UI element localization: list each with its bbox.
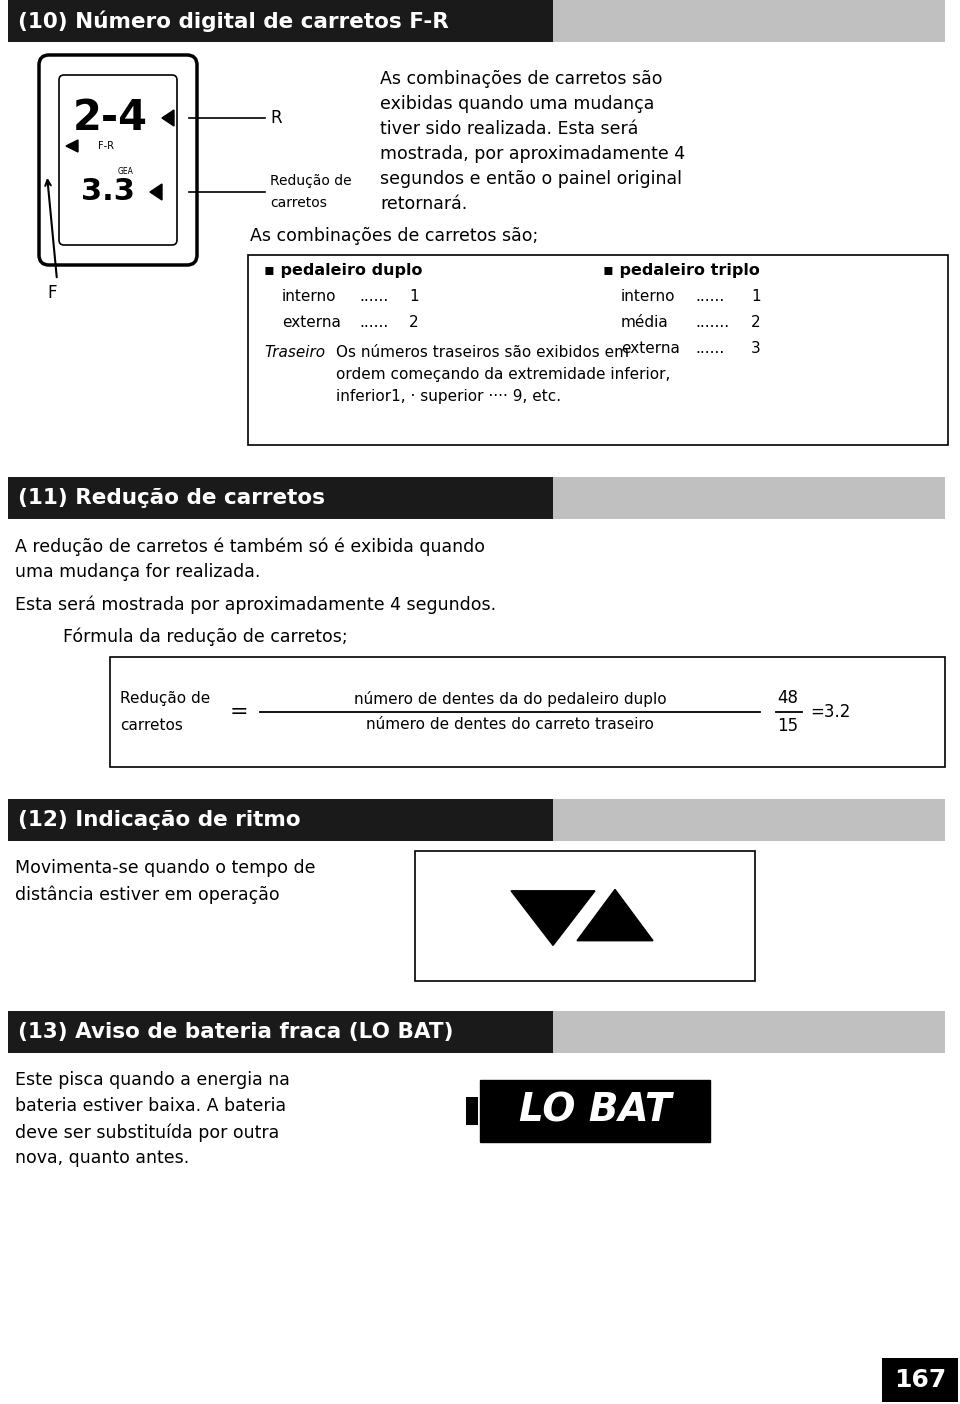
Text: 3.3: 3.3 — [81, 177, 135, 206]
Text: segundos e então o painel original: segundos e então o painel original — [380, 170, 682, 188]
Text: =3.2: =3.2 — [810, 703, 851, 722]
Text: Traseiro: Traseiro — [264, 345, 325, 359]
Text: Esta será mostrada por aproximadamente 4 segundos.: Esta será mostrada por aproximadamente 4… — [15, 595, 496, 614]
Text: A redução de carretos é também só é exibida quando: A redução de carretos é também só é exib… — [15, 536, 485, 556]
Text: ▪ pedaleiro triplo: ▪ pedaleiro triplo — [603, 263, 760, 278]
Text: externa: externa — [282, 314, 341, 330]
Text: interno: interno — [282, 289, 337, 305]
Text: ......: ...... — [359, 289, 388, 305]
Bar — [8, 477, 553, 519]
Text: 48: 48 — [778, 689, 799, 708]
Bar — [8, 799, 553, 841]
Text: 1: 1 — [751, 289, 760, 305]
Bar — [882, 1358, 958, 1403]
Text: ......: ...... — [359, 314, 388, 330]
Text: inferior1, · superior ···· 9, etc.: inferior1, · superior ···· 9, etc. — [336, 389, 562, 404]
Text: GEA: GEA — [118, 167, 134, 177]
Text: nova, quanto antes.: nova, quanto antes. — [15, 1148, 189, 1167]
Text: 1: 1 — [409, 289, 419, 305]
Text: 167: 167 — [894, 1367, 947, 1391]
Bar — [8, 1011, 553, 1053]
Text: ordem começando da extremidade inferior,: ordem começando da extremidade inferior, — [336, 366, 670, 382]
Text: ......: ...... — [695, 341, 724, 357]
Text: 2-4: 2-4 — [73, 97, 148, 139]
Text: número de dentes da do pedaleiro duplo: número de dentes da do pedaleiro duplo — [353, 691, 666, 708]
Bar — [553, 0, 945, 42]
Bar — [415, 851, 755, 981]
Text: tiver sido realizada. Esta será: tiver sido realizada. Esta será — [380, 119, 638, 138]
Polygon shape — [162, 110, 174, 126]
Bar — [480, 1080, 710, 1141]
Polygon shape — [150, 184, 162, 199]
Text: (10) Número digital de carretos F-R: (10) Número digital de carretos F-R — [18, 10, 448, 32]
Text: (13) Aviso de bateria fraca (LO BAT): (13) Aviso de bateria fraca (LO BAT) — [18, 1022, 453, 1042]
Text: ......: ...... — [695, 289, 724, 305]
Text: número de dentes do carreto traseiro: número de dentes do carreto traseiro — [366, 717, 654, 731]
Text: R: R — [270, 110, 281, 126]
Text: interno: interno — [621, 289, 676, 305]
Text: uma mudança for realizada.: uma mudança for realizada. — [15, 563, 260, 581]
Text: Fórmula da redução de carretos;: Fórmula da redução de carretos; — [52, 628, 348, 646]
Text: LO BAT: LO BAT — [518, 1092, 671, 1130]
Text: Os números traseiros são exibidos em: Os números traseiros são exibidos em — [336, 345, 629, 359]
Text: (11) Redução de carretos: (11) Redução de carretos — [18, 489, 325, 508]
Text: externa: externa — [621, 341, 680, 357]
Text: =: = — [230, 702, 249, 722]
Text: (12) Indicação de ritmo: (12) Indicação de ritmo — [18, 810, 300, 830]
FancyBboxPatch shape — [59, 74, 177, 246]
Polygon shape — [511, 890, 595, 945]
Bar — [110, 657, 945, 767]
Text: exibidas quando uma mudança: exibidas quando uma mudança — [380, 95, 655, 112]
Text: F-R: F-R — [98, 140, 114, 152]
Text: mostrada, por aproximadamente 4: mostrada, por aproximadamente 4 — [380, 145, 685, 163]
Text: Este pisca quando a energia na: Este pisca quando a energia na — [15, 1071, 290, 1090]
Bar — [553, 799, 945, 841]
Text: 15: 15 — [778, 717, 799, 736]
Text: .......: ....... — [695, 314, 730, 330]
Bar — [553, 1011, 945, 1053]
Polygon shape — [577, 889, 653, 941]
Text: Redução de: Redução de — [120, 691, 210, 705]
Text: Movimenta-se quando o tempo de: Movimenta-se quando o tempo de — [15, 859, 316, 878]
Text: bateria estiver baixa. A bateria: bateria estiver baixa. A bateria — [15, 1097, 286, 1115]
Polygon shape — [66, 140, 78, 152]
Text: F: F — [47, 284, 57, 302]
Bar — [8, 0, 553, 42]
Text: carretos: carretos — [120, 719, 182, 733]
Text: deve ser substituída por outra: deve ser substituída por outra — [15, 1123, 279, 1141]
Text: 2: 2 — [751, 314, 760, 330]
Bar — [553, 477, 945, 519]
Text: 3: 3 — [751, 341, 760, 357]
Bar — [248, 256, 948, 445]
Text: As combinações de carretos são;: As combinações de carretos são; — [250, 227, 539, 246]
Text: distância estiver em operação: distância estiver em operação — [15, 885, 279, 904]
Bar — [466, 1097, 478, 1125]
Text: Redução de: Redução de — [270, 174, 351, 188]
Text: carretos: carretos — [270, 197, 326, 211]
Text: retornará.: retornará. — [380, 195, 468, 213]
Text: As combinações de carretos são: As combinações de carretos são — [380, 70, 662, 88]
FancyBboxPatch shape — [39, 55, 197, 265]
Text: ▪ pedaleiro duplo: ▪ pedaleiro duplo — [264, 263, 422, 278]
Text: média: média — [621, 314, 669, 330]
Text: 2: 2 — [409, 314, 419, 330]
